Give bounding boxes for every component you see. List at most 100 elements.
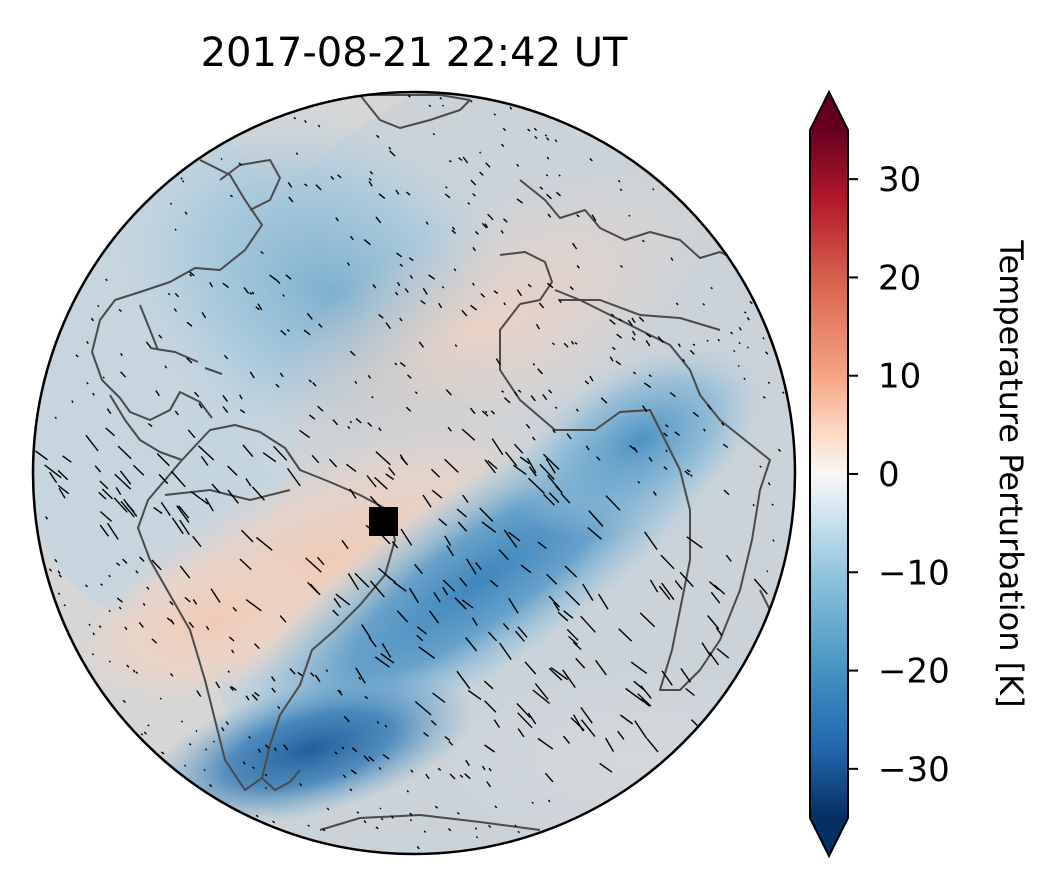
wind-vector bbox=[117, 445, 132, 460]
wind-vector bbox=[472, 282, 475, 286]
wind-vector bbox=[132, 669, 136, 673]
coastline-hudson-bay bbox=[219, 159, 281, 211]
wind-vector bbox=[378, 427, 382, 432]
wind-vector bbox=[738, 341, 741, 345]
wind-vector bbox=[625, 687, 644, 703]
wind-vector bbox=[474, 230, 479, 235]
wind-vector bbox=[147, 724, 150, 727]
wind-vector bbox=[203, 769, 206, 772]
wind-vector bbox=[171, 517, 184, 535]
wind-vector bbox=[627, 319, 633, 327]
wind-vector bbox=[108, 660, 111, 663]
wind-vector bbox=[169, 202, 173, 205]
wind-vector bbox=[84, 584, 89, 588]
wind-vector bbox=[381, 643, 392, 658]
wind-vector bbox=[44, 464, 62, 479]
wind-vector bbox=[138, 621, 144, 628]
wind-vector bbox=[147, 422, 153, 427]
wind-vector bbox=[228, 636, 235, 642]
wind-vector bbox=[454, 344, 458, 347]
wind-vector bbox=[446, 545, 454, 557]
wind-vector bbox=[140, 733, 144, 736]
wind-vector bbox=[316, 556, 325, 566]
wind-vector bbox=[538, 302, 545, 309]
wind-vector bbox=[487, 631, 498, 642]
wind-vector bbox=[605, 495, 621, 511]
wind-vector bbox=[270, 676, 276, 682]
wind-vector bbox=[221, 727, 225, 732]
wind-vector bbox=[555, 191, 561, 197]
wind-vector bbox=[407, 374, 412, 379]
wind-vector bbox=[767, 381, 771, 384]
wind-vector bbox=[105, 278, 108, 282]
wind-vector bbox=[481, 765, 486, 771]
wind-vector bbox=[341, 539, 349, 550]
wind-vector bbox=[546, 193, 552, 200]
wind-vector bbox=[644, 531, 658, 551]
wind-vector bbox=[322, 828, 326, 832]
wind-vector bbox=[558, 174, 561, 177]
wind-vector bbox=[356, 811, 360, 814]
wind-vector bbox=[251, 291, 255, 295]
wind-vector bbox=[472, 193, 476, 197]
wind-vector bbox=[445, 389, 452, 396]
wind-vector bbox=[545, 458, 556, 474]
wind-vector bbox=[311, 454, 320, 464]
wind-vector bbox=[569, 286, 574, 291]
wind-vector bbox=[409, 587, 419, 604]
wind-vector bbox=[349, 488, 357, 499]
wind-vector bbox=[167, 292, 171, 296]
wind-vector bbox=[765, 351, 769, 355]
wind-vector bbox=[174, 292, 180, 298]
wind-vector bbox=[454, 597, 467, 610]
wind-vector bbox=[124, 626, 128, 631]
wind-vector bbox=[158, 473, 169, 485]
wind-vector bbox=[198, 403, 203, 409]
wind-vector bbox=[487, 213, 494, 221]
wind-vector bbox=[548, 389, 553, 394]
wind-vector bbox=[105, 427, 115, 437]
wind-vector bbox=[504, 397, 507, 400]
wind-vector bbox=[617, 179, 621, 183]
wind-vector bbox=[189, 273, 192, 277]
wind-vector bbox=[470, 100, 473, 103]
wind-vector bbox=[600, 397, 608, 404]
wind-vector bbox=[343, 715, 350, 723]
coastline-central-america bbox=[109, 394, 183, 461]
wind-vector bbox=[767, 482, 771, 486]
wind-vector bbox=[701, 642, 711, 656]
wind-vector bbox=[516, 163, 520, 167]
wind-vector bbox=[692, 343, 696, 346]
wind-vector bbox=[499, 642, 512, 661]
wind-vector bbox=[589, 375, 594, 382]
wind-vector bbox=[63, 604, 66, 607]
wind-vector bbox=[682, 358, 686, 363]
wind-vector bbox=[190, 491, 209, 505]
wind-vector bbox=[407, 94, 411, 98]
wind-vector bbox=[308, 414, 316, 420]
wind-vector bbox=[176, 505, 190, 523]
wind-vector bbox=[531, 801, 534, 805]
wind-vector bbox=[615, 360, 622, 366]
wind-vector bbox=[335, 217, 339, 222]
wind-vector bbox=[227, 465, 238, 476]
wind-vector bbox=[92, 632, 95, 636]
wind-vector bbox=[418, 646, 436, 659]
wind-vector bbox=[462, 494, 469, 503]
wind-vector bbox=[441, 286, 445, 289]
wind-vector bbox=[184, 764, 187, 767]
wind-vector bbox=[772, 539, 775, 542]
wind-vector bbox=[428, 274, 436, 280]
wind-vector bbox=[509, 106, 513, 110]
wind-vector bbox=[648, 456, 653, 462]
wind-vector bbox=[156, 453, 170, 467]
wind-vector bbox=[100, 583, 103, 586]
wind-vector bbox=[265, 744, 270, 749]
wind-vector bbox=[317, 124, 321, 128]
wind-vector bbox=[227, 489, 239, 504]
wind-vector bbox=[345, 463, 357, 472]
wind-vector bbox=[515, 630, 525, 642]
wind-vector bbox=[479, 171, 484, 176]
wind-vector bbox=[716, 647, 730, 659]
wind-vector bbox=[702, 428, 706, 432]
